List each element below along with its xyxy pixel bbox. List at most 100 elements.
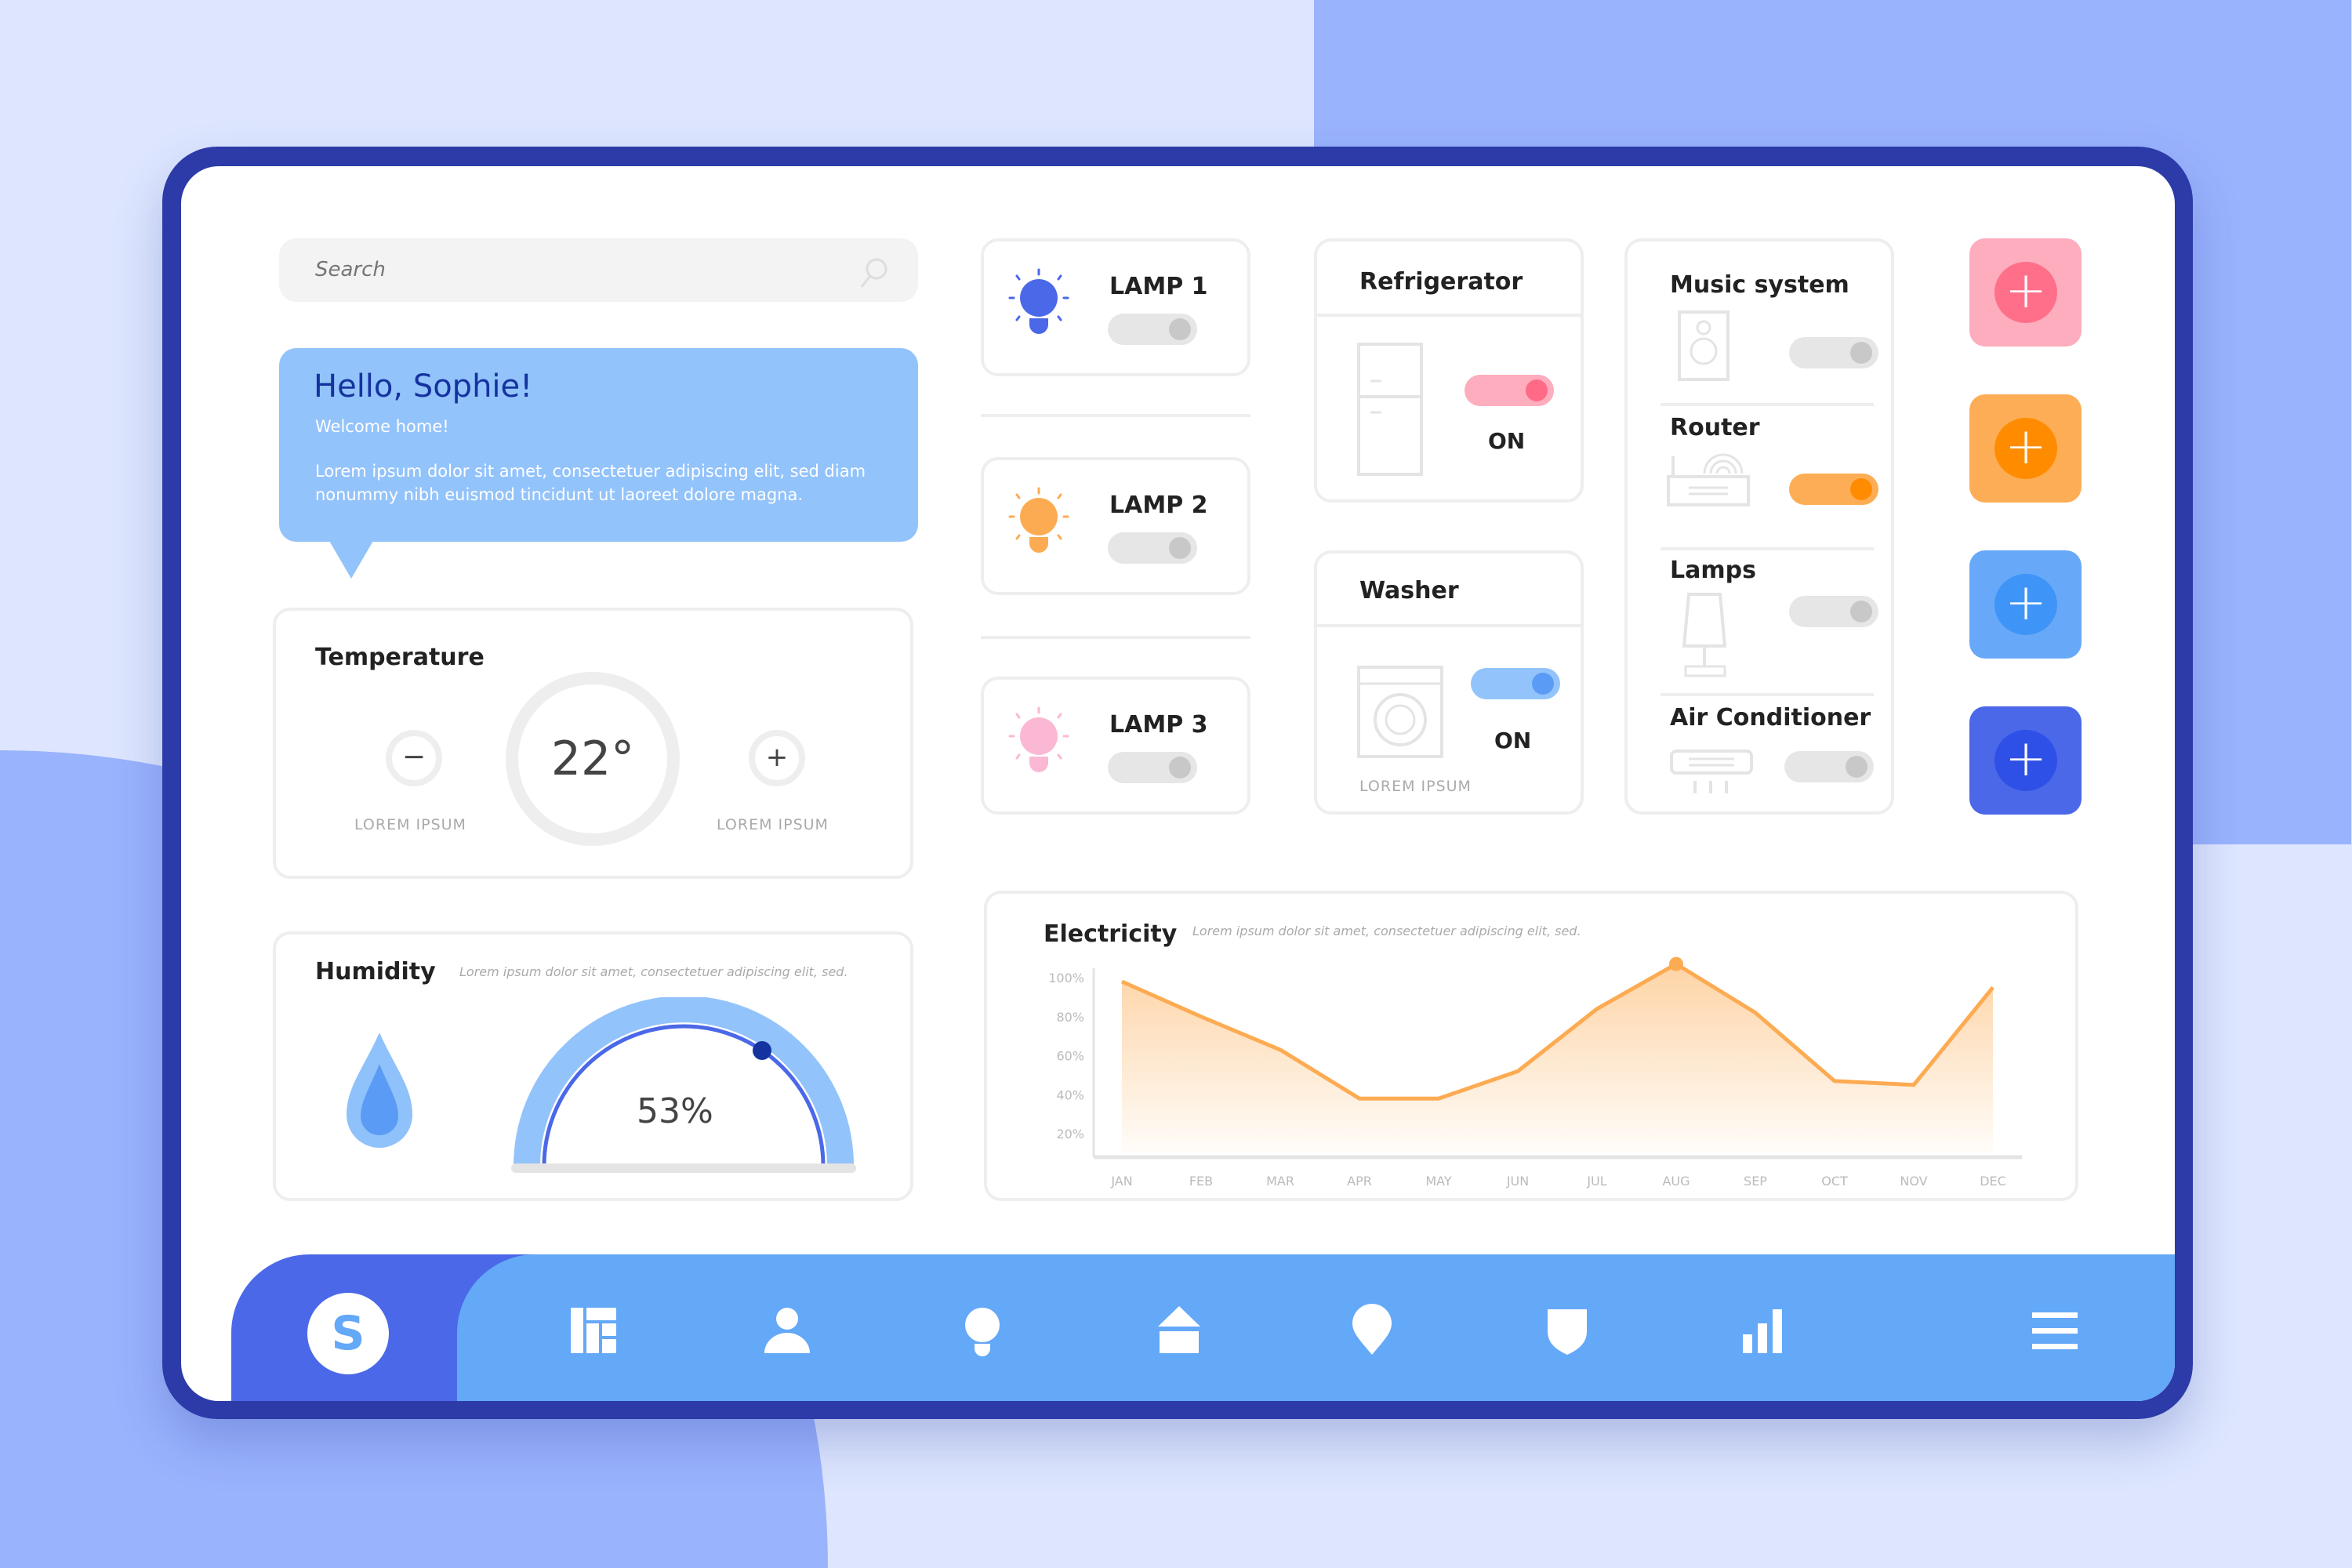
- decrease-button[interactable]: −: [386, 730, 442, 786]
- washer-card: Washer ON LOREM IPSUM: [1314, 550, 1584, 815]
- x-tick-label: NOV: [1900, 1174, 1927, 1189]
- add-device-button[interactable]: +: [1969, 550, 2082, 659]
- add-device-button[interactable]: +: [1969, 394, 2082, 503]
- refrigerator-toggle[interactable]: [1465, 375, 1554, 406]
- electricity-title: Electricity: [1044, 920, 1178, 948]
- x-tick-label: FEB: [1189, 1174, 1213, 1189]
- plus-icon: +: [1994, 262, 2057, 323]
- lamp-toggle[interactable]: [1108, 314, 1197, 345]
- x-tick-label: JAN: [1110, 1174, 1132, 1189]
- lamp-card: LAMP 2: [981, 457, 1250, 595]
- music-system-toggle[interactable]: [1789, 337, 1878, 368]
- dashboard-icon[interactable]: [566, 1303, 621, 1358]
- x-tick-label: MAY: [1425, 1174, 1452, 1189]
- lamp-card: LAMP 3: [981, 677, 1250, 815]
- plus-icon: +: [1994, 418, 2057, 479]
- bulb-icon[interactable]: [955, 1303, 1010, 1358]
- add-device-button[interactable]: +: [1969, 706, 2082, 815]
- y-tick-label: 40%: [1056, 1087, 1084, 1102]
- search-bar[interactable]: [279, 238, 918, 302]
- humidity-card: Humidity Lorem ipsum dolor sit amet, con…: [273, 931, 913, 1201]
- refrigerator-card: Refrigerator ON: [1314, 238, 1584, 503]
- location-icon[interactable]: [1345, 1303, 1399, 1358]
- temperature-card: Temperature − LOREM IPSUM 22° + LOREM IP…: [273, 608, 913, 879]
- washer-icon: [1357, 666, 1443, 758]
- divider: [1317, 314, 1581, 317]
- plus-icon: +: [1994, 574, 2057, 635]
- divider: [981, 414, 1250, 417]
- shield-icon[interactable]: [1540, 1303, 1595, 1358]
- lamps-toggle[interactable]: [1789, 596, 1878, 627]
- add-device-button[interactable]: +: [1969, 238, 2082, 347]
- washer-title: Washer: [1359, 577, 1459, 604]
- search-icon[interactable]: [855, 256, 890, 290]
- air-conditioner-icon: [1670, 750, 1753, 793]
- greeting-bubble: Hello, Sophie! Welcome home! Lorem ipsum…: [279, 348, 918, 542]
- lamp-label: LAMP 3: [1109, 711, 1208, 739]
- user-icon[interactable]: [760, 1303, 815, 1358]
- greeting-body: Lorem ipsum dolor sit amet, consectetuer…: [315, 462, 866, 504]
- lamp-toggle[interactable]: [1108, 532, 1197, 564]
- x-tick-label: DEC: [1980, 1174, 2006, 1189]
- y-tick-label: 20%: [1056, 1127, 1084, 1142]
- x-tick-label: JUL: [1586, 1174, 1606, 1189]
- home-icon[interactable]: [1152, 1303, 1207, 1358]
- divider: [981, 636, 1250, 639]
- x-tick-label: MAR: [1266, 1174, 1294, 1189]
- device-label: Router: [1670, 414, 1760, 441]
- devices-card: Music system Router Lamps Air Conditione…: [1624, 238, 1894, 815]
- plus-icon: +: [1994, 730, 2057, 791]
- refrigerator-status: ON: [1488, 428, 1526, 454]
- air-conditioner-toggle[interactable]: [1784, 751, 1874, 782]
- gauge-knob[interactable]: [753, 1041, 771, 1060]
- light-bulb-icon: [1008, 706, 1069, 772]
- lamp-label: LAMP 1: [1109, 273, 1208, 300]
- y-tick-label: 100%: [1048, 971, 1084, 985]
- x-tick-label: SEP: [1744, 1174, 1767, 1189]
- washer-caption: LOREM IPSUM: [1359, 778, 1472, 795]
- divider: [1661, 693, 1874, 696]
- refrigerator-title: Refrigerator: [1359, 268, 1523, 296]
- electricity-chart: 100% 80% 60% 40% 20% JAN FEB MAR APR MAY JUN JUL AUG…: [1048, 956, 2022, 1189]
- router-icon: [1667, 453, 1750, 506]
- router-toggle[interactable]: [1789, 474, 1878, 505]
- refrigerator-icon: [1357, 343, 1423, 476]
- greeting-title: Hello, Sophie!: [314, 368, 533, 405]
- light-bulb-icon: [1008, 487, 1069, 553]
- divider: [1661, 403, 1874, 406]
- x-tick-label: OCT: [1821, 1174, 1848, 1189]
- lamp-card: LAMP 1: [981, 238, 1250, 376]
- x-tick-label: AUG: [1662, 1174, 1690, 1189]
- humidity-description: Lorem ipsum dolor sit amet, consectetuer…: [459, 964, 848, 979]
- humidity-value: 53%: [637, 1091, 713, 1131]
- bottom-nav: [181, 1254, 2175, 1401]
- search-input[interactable]: [315, 252, 817, 287]
- highlight-point: [1669, 956, 1683, 971]
- menu-icon[interactable]: [2027, 1303, 2082, 1358]
- divider: [1317, 624, 1581, 627]
- lamp-toggle[interactable]: [1108, 752, 1197, 783]
- device-label: Music system: [1670, 271, 1849, 299]
- lamp-label: LAMP 2: [1109, 492, 1208, 519]
- humidity-title: Humidity: [315, 958, 436, 985]
- light-bulb-icon: [1008, 268, 1069, 334]
- increase-button[interactable]: +: [749, 730, 805, 786]
- device-label: Lamps: [1670, 557, 1756, 584]
- y-tick-label: 60%: [1056, 1049, 1084, 1064]
- decrease-label: LOREM IPSUM: [354, 816, 466, 833]
- humidity-gauge: [511, 997, 856, 1173]
- chart-line: [1120, 962, 1994, 1101]
- x-tick-label: JUN: [1506, 1174, 1529, 1189]
- device-label: Air Conditioner: [1670, 704, 1871, 731]
- temperature-dial[interactable]: 22°: [506, 672, 680, 846]
- stats-icon[interactable]: [1735, 1303, 1790, 1358]
- avatar[interactable]: S: [307, 1293, 389, 1374]
- table-lamp-icon: [1682, 593, 1727, 677]
- divider: [1661, 547, 1874, 550]
- washer-toggle[interactable]: [1471, 668, 1560, 699]
- electricity-description: Lorem ipsum dolor sit amet, consectetuer…: [1192, 924, 1581, 938]
- speaker-icon: [1678, 310, 1730, 381]
- increase-label: LOREM IPSUM: [717, 816, 829, 833]
- water-drop-icon: [347, 1033, 412, 1148]
- washer-status: ON: [1494, 728, 1532, 753]
